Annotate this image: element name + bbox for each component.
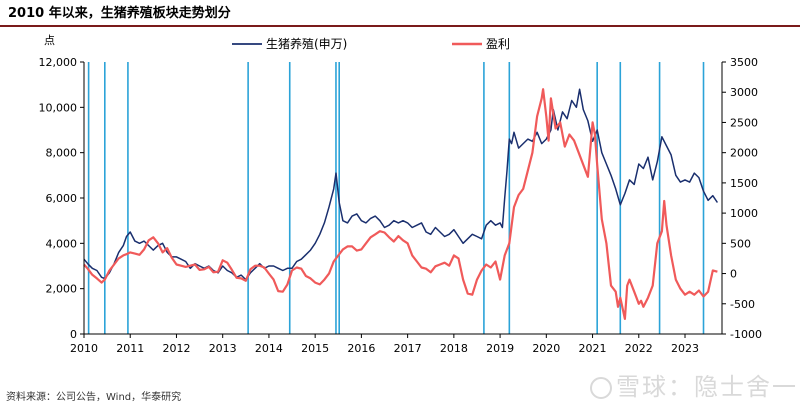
y-right-tick-label: -1000 xyxy=(730,328,762,341)
series-line-index xyxy=(83,88,719,281)
x-tick-label: 2018 xyxy=(440,342,468,355)
chart-title: 2010 年以来，生猪养殖板块走势划分 xyxy=(8,6,231,21)
y-left-tick-label: 0 xyxy=(70,328,77,341)
y-left-tick-label: 4,000 xyxy=(46,237,78,250)
y-right-tick-label: -500 xyxy=(730,298,755,311)
y-left-tick-label: 8,000 xyxy=(46,147,78,160)
watermark: 雪球：隐士舍一 xyxy=(590,367,798,402)
axes: 0 2,000 4,000 6,000 8,000 10,000 12,000 -1000 -5… xyxy=(39,34,762,355)
title-divider xyxy=(0,25,800,27)
y-right-tick-label: 0 xyxy=(730,268,737,281)
x-tick-label: 2013 xyxy=(209,342,237,355)
x-tick-label: 2016 xyxy=(347,342,375,355)
x-tick-label: 2023 xyxy=(671,342,699,355)
legend-label: 盈利 xyxy=(486,37,510,51)
y-right-tick-label: 2500 xyxy=(730,116,758,129)
y-right-tick-label: 500 xyxy=(730,237,751,250)
y-left-tick-label: 10,000 xyxy=(39,101,78,114)
watermark-text: 雪球：隐士舍一 xyxy=(616,373,798,401)
x-tick-label: 2015 xyxy=(301,342,329,355)
x-tick-label: 2019 xyxy=(486,342,514,355)
y-left-tick-label: 6,000 xyxy=(46,192,78,205)
y-left-tick-label: 2,000 xyxy=(46,283,78,296)
legend-label: 生猪养殖(申万) xyxy=(266,36,347,51)
y-left-tick-label: 12,000 xyxy=(39,56,78,69)
x-tick-label: 2011 xyxy=(116,342,144,355)
y-right-tick-label: 1500 xyxy=(730,177,758,190)
x-tick-label: 2022 xyxy=(625,342,653,355)
plot-area xyxy=(83,62,719,334)
x-tick-label: 2017 xyxy=(394,342,422,355)
y-right-tick-label: 1000 xyxy=(730,207,758,220)
snowball-logo-icon xyxy=(590,377,612,399)
x-tick-label: 2021 xyxy=(579,342,607,355)
source-note: 资料来源：公司公告，Wind，华泰研究 xyxy=(6,392,182,403)
x-tick-label: 2014 xyxy=(255,342,283,355)
x-tick-label: 2010 xyxy=(70,342,98,355)
x-tick-label: 2012 xyxy=(162,342,190,355)
y-left-unit-label: 点 xyxy=(44,34,55,47)
y-right-tick-label: 2000 xyxy=(730,147,758,160)
series-line-profit xyxy=(83,88,718,320)
y-right-tick-label: 3500 xyxy=(730,56,758,69)
legend: 生猪养殖(申万) 盈利 xyxy=(232,36,510,51)
y-right-tick-label: 3000 xyxy=(730,86,758,99)
x-tick-label: 2020 xyxy=(532,342,560,355)
